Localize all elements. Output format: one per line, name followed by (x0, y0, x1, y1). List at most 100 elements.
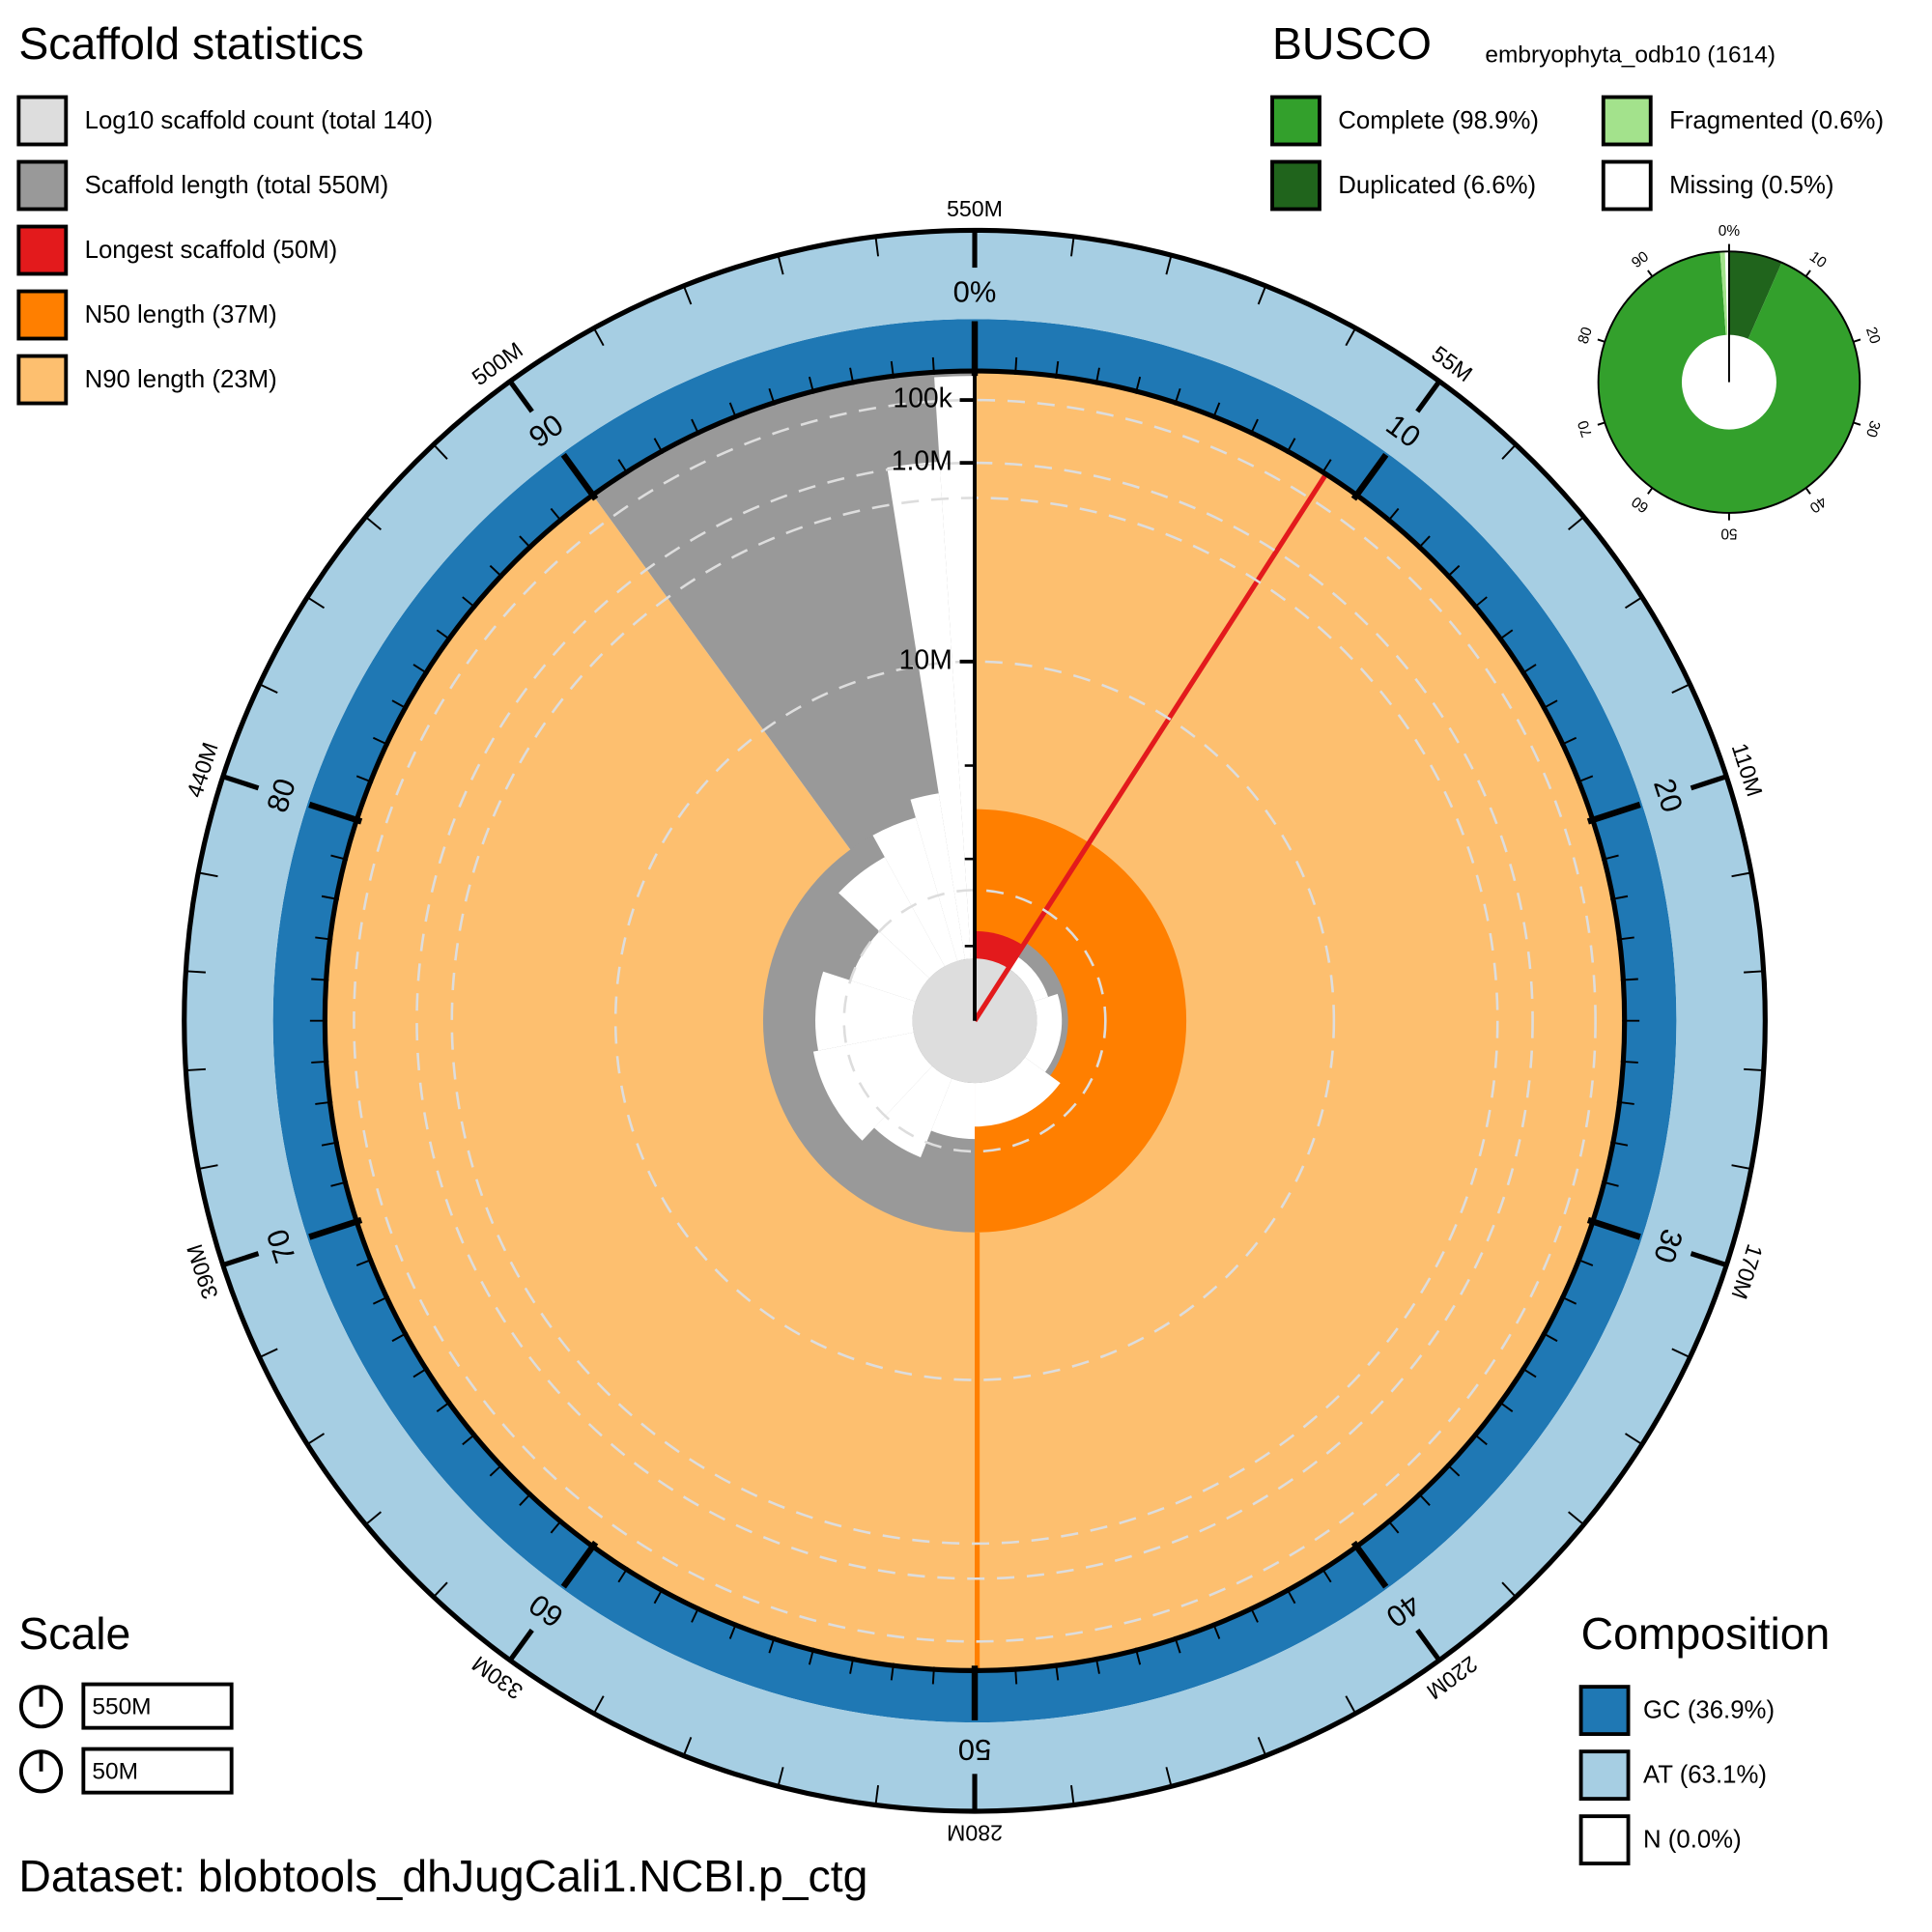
length-minor-tick (259, 683, 278, 694)
percent-minor-tick (1211, 402, 1221, 420)
percent-tick (308, 801, 363, 825)
percent-minor-tick (1520, 1366, 1537, 1378)
scaffold-gap (873, 1065, 952, 1158)
percent-minor-tick (1211, 1622, 1221, 1639)
percent-minor-tick (1445, 564, 1461, 579)
busco-tick (1853, 338, 1861, 343)
percent-minor-tick (1094, 367, 1100, 385)
length-tick (507, 380, 534, 413)
length-minor-tick (592, 327, 605, 347)
grid-circle (415, 461, 1534, 1580)
legend-label: Scaffold length (total 550M) (85, 172, 389, 199)
percent-minor-tick (1620, 978, 1638, 981)
percent-minor-tick (728, 402, 738, 420)
percent-minor-tick (412, 1366, 429, 1378)
percent-minor-tick (330, 1180, 349, 1187)
percent-minor-tick (1472, 596, 1488, 610)
percent-minor-tick (462, 596, 477, 610)
legend-label: Log10 scaffold count (total 140) (85, 107, 433, 134)
percent-minor-tick (1321, 1566, 1332, 1583)
scaffold-gap (887, 461, 971, 960)
length-minor-tick (1568, 1511, 1585, 1526)
grid-circle (353, 398, 1597, 1643)
percent-minor-tick (315, 1100, 333, 1105)
scaffold-gap (850, 931, 930, 1002)
grid-circle (842, 889, 1107, 1153)
busco-tick (1804, 270, 1811, 277)
length-minor-tick (259, 1348, 278, 1358)
busco-tick (1804, 487, 1811, 495)
percent-minor-tick (321, 1141, 339, 1147)
grid-circle (613, 660, 1336, 1381)
scale-box (81, 1747, 234, 1795)
scale-label: 50M (92, 1759, 138, 1785)
length-minor-tick (1345, 327, 1357, 347)
length-minor-tick (306, 1433, 326, 1445)
percent-minor-tick (1520, 664, 1537, 675)
percent-tick (560, 452, 599, 501)
percent-minor-tick (691, 418, 700, 436)
percent-minor-tick (315, 936, 333, 941)
length-minor-tick (1671, 683, 1690, 694)
length-minor-tick (874, 236, 880, 257)
length-tick (221, 774, 260, 791)
length-minor-tick (364, 516, 383, 530)
percent-tick-label: 50 (958, 1733, 991, 1767)
composition-legend-swatch (1578, 1814, 1631, 1866)
legend-label: N50 length (37M) (85, 301, 277, 328)
percent-minor-tick (931, 1666, 935, 1685)
percent-minor-tick (1174, 387, 1181, 406)
length-minor-tick (1744, 970, 1764, 974)
length-minor-tick (1257, 285, 1267, 305)
percent-minor-tick (728, 1622, 738, 1639)
percent-minor-tick (489, 1463, 504, 1477)
percent-minor-tick (412, 664, 429, 675)
legend-label: Longest scaffold (50M) (85, 237, 338, 264)
percent-minor-tick (1610, 895, 1629, 901)
scaffold-title: Scaffold statistics (18, 18, 363, 69)
percent-minor-tick (1497, 1400, 1514, 1412)
percent-minor-tick (653, 1587, 665, 1605)
length-minor-tick (777, 1767, 784, 1787)
scale-label: 550M (92, 1694, 151, 1720)
percent-minor-tick (768, 1635, 776, 1654)
percent-minor-tick (1541, 699, 1558, 710)
percent-minor-tick (1249, 1605, 1259, 1623)
percent-minor-tick (1386, 1519, 1400, 1534)
longest-line (972, 472, 1328, 1023)
percent-minor-tick (391, 699, 409, 710)
length-minor-tick (433, 443, 448, 460)
percent-minor-tick (653, 438, 665, 454)
percent-minor-tick (1445, 1463, 1461, 1477)
percent-minor-tick (372, 736, 390, 747)
length-minor-tick (592, 1695, 605, 1715)
percent-minor-tick (1417, 535, 1431, 550)
legend-swatch (16, 224, 69, 276)
length-tick-label: 280M (947, 1820, 1003, 1845)
length-minor-tick (1257, 1737, 1267, 1756)
percent-minor-tick (1620, 1060, 1638, 1064)
percent-minor-tick (1134, 1647, 1142, 1665)
length-minor-tick (1625, 1433, 1643, 1445)
scaffold-gap (815, 971, 916, 1051)
percent-minor-tick (1249, 418, 1259, 436)
length-minor-tick (364, 1511, 383, 1526)
length-tick-label: 550M (947, 196, 1003, 221)
busco-tick (1647, 270, 1654, 277)
length-minor-tick (1165, 1767, 1173, 1787)
percent-minor-tick (1472, 1433, 1488, 1446)
length-tick (1415, 1628, 1442, 1662)
scaffold-gap (812, 1032, 932, 1141)
busco-legend-swatch (1601, 159, 1653, 212)
percent-minor-tick (550, 1519, 563, 1534)
length-minor-tick (1501, 1581, 1517, 1598)
percent-minor-tick (1134, 376, 1142, 394)
busco-tick-label: 70 (1576, 418, 1596, 440)
busco-legend-swatch (1270, 95, 1321, 147)
composition-legend-swatch (1578, 1685, 1631, 1737)
busco-tick (1597, 338, 1605, 343)
length-minor-tick (306, 596, 326, 610)
busco-tick-label: 80 (1576, 325, 1596, 346)
percent-minor-tick (1601, 854, 1619, 861)
